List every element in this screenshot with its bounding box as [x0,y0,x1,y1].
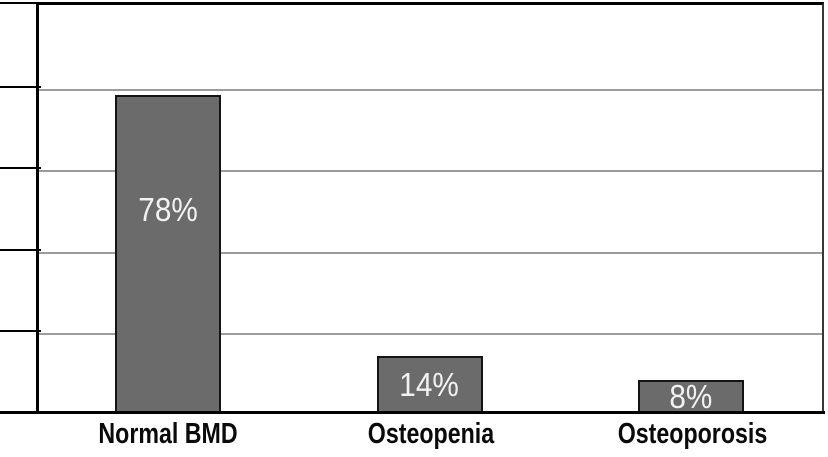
bar-value-label: 14% [399,366,460,403]
y-axis-line [36,2,39,413]
bar-slot: 8% [560,5,822,413]
x-axis-line [0,411,825,414]
bar-slot: 78% [37,5,299,413]
category-label: Normal BMD [37,418,299,451]
category-label-text: Normal BMD [98,418,238,450]
plot-area: 78% 14% 8% [37,2,824,413]
gridline [37,88,822,91]
y-axis-tick [0,248,41,251]
y-axis-tick [0,167,41,170]
category-label-text: Osteoporosis [618,418,768,450]
category-labels-row: Normal BMD Osteopenia Osteoporosis [37,418,824,451]
bars-row: 78% 14% 8% [37,5,822,413]
y-axis-tick-top [0,2,41,4]
gridline [37,333,822,336]
bar: 8% [638,378,745,415]
bar-value-label: 78% [138,191,198,228]
category-label-text: Osteopenia [367,418,494,450]
category-label: Osteoporosis [562,418,824,451]
category-label: Osteopenia [299,418,561,451]
bar: 78% [114,95,221,413]
gridline [37,170,822,173]
bar: 14% [376,356,483,413]
bar-value-label: 8% [669,378,713,415]
gridline [37,251,822,254]
bar-slot: 14% [299,5,561,413]
y-axis-tick [0,85,41,88]
y-axis-tick [0,330,41,333]
